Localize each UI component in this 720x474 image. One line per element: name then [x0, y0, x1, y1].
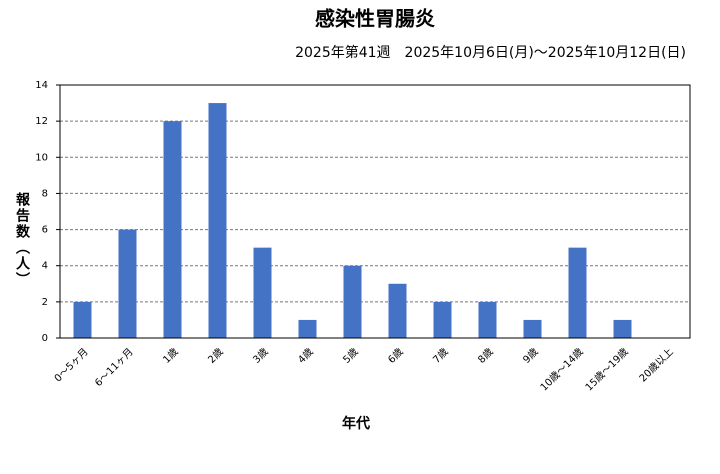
y-tick-label: 6	[42, 225, 48, 236]
y-tick-label: 2	[42, 297, 48, 308]
bar	[613, 319, 632, 338]
chart-title: 感染性胃腸炎	[315, 7, 435, 31]
y-tick-label: 12	[35, 116, 48, 127]
x-tick-label: 8歳	[476, 346, 496, 366]
y-tick-label: 10	[35, 152, 48, 163]
x-tick-label: 2歳	[206, 346, 226, 366]
x-tick-label: 9歳	[521, 346, 541, 366]
bar	[298, 319, 317, 338]
bar	[433, 301, 452, 338]
plot-frame	[59, 84, 691, 339]
bar	[568, 247, 587, 338]
x-tick-label: 5歳	[341, 346, 361, 366]
y-tick-label: 14	[35, 80, 48, 91]
x-tick-label: 7歳	[431, 346, 451, 366]
x-tick-label: 4歳	[296, 346, 316, 366]
y-tick-label: 4	[42, 261, 48, 272]
bar	[388, 283, 407, 338]
x-tick-label: 1歳	[161, 346, 181, 366]
bar	[478, 301, 497, 338]
bar	[208, 103, 227, 338]
y-axis-label: 報告数（人）	[14, 191, 31, 288]
x-tick-label: 10歳～14歳	[538, 346, 586, 394]
x-tick-label: 15歳～19歳	[583, 346, 631, 394]
x-tick-label: 20歳以上	[637, 346, 676, 385]
bar	[343, 265, 362, 338]
x-axis-label: 年代	[342, 415, 370, 432]
bar	[118, 229, 137, 338]
bar	[253, 247, 272, 338]
y-tick-label: 8	[42, 188, 48, 199]
bar	[73, 301, 92, 338]
chart-subtitle: 2025年第41週 2025年10月6日(月)～2025年10月12日(日)	[295, 44, 686, 61]
bar	[163, 121, 182, 339]
bar	[523, 319, 542, 338]
x-tick-label: 6歳	[386, 346, 406, 366]
x-tick-label: 0～5ヶ月	[52, 346, 91, 385]
y-tick-label: 0	[42, 333, 48, 344]
x-tick-label: 6～11ヶ月	[93, 346, 136, 389]
x-tick-label: 3歳	[251, 346, 271, 366]
